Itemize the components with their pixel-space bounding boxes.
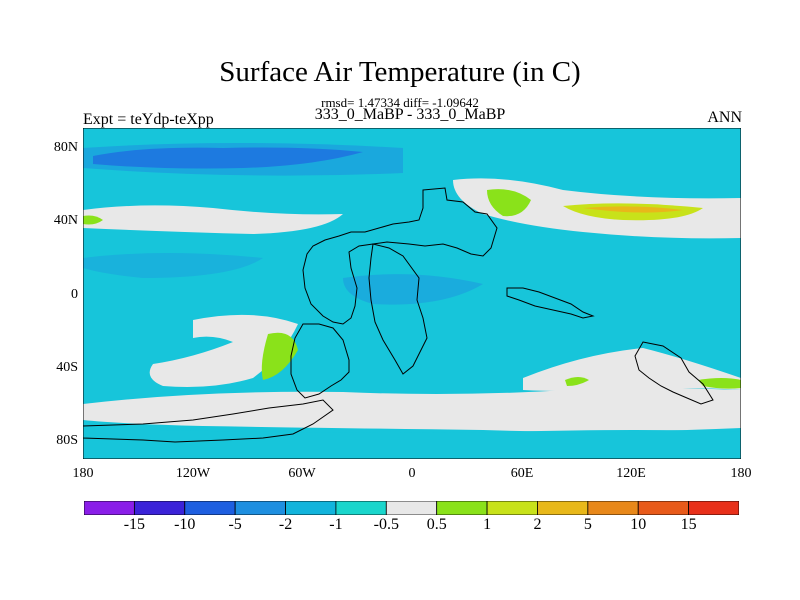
- experiment-label: Expt = teYdp-teXpp: [83, 111, 214, 128]
- arctic-cold-halo: [83, 143, 403, 176]
- colorbar-swatch: [587, 501, 639, 515]
- colorbar-label: -1: [329, 516, 343, 533]
- colorbar-swatch: [486, 501, 538, 515]
- sh-neutral-swirl: [149, 314, 298, 387]
- sh-green-spot: [565, 377, 589, 386]
- colorbar-label: -5: [228, 516, 242, 533]
- nh-neutral-band-west: [83, 205, 343, 234]
- colorbar-label: -10: [174, 516, 196, 533]
- lat-tick-40s: 40S: [56, 360, 78, 375]
- antarctic-band: [83, 428, 741, 459]
- sh-east-green: [698, 378, 741, 389]
- west-edge-green: [83, 215, 103, 225]
- map-svg: [82, 127, 742, 460]
- comparison-label: 333_0_MaBP - 333_0_MaBP: [314, 106, 506, 123]
- lat-tick-80n: 80N: [53, 140, 78, 155]
- lon-tick-120w: 120W: [175, 466, 211, 481]
- lon-tick-180w: 180: [72, 466, 94, 481]
- nh-warm-core: [583, 206, 683, 213]
- colorbar-label: -2: [278, 516, 293, 533]
- colorbar-swatch: [436, 501, 488, 515]
- lon-tick-60w: 60W: [288, 466, 316, 481]
- lon-tick-120e: 120E: [616, 466, 646, 481]
- colorbar-swatch: [84, 501, 135, 515]
- continent-outline-a: [302, 187, 498, 325]
- colorbar-swatch: [537, 501, 589, 515]
- lon-tick-180e: 180: [730, 466, 752, 481]
- plot-title: Surface Air Temperature (in C): [219, 56, 581, 88]
- sh-green-swirl: [261, 332, 298, 380]
- lon-tick-60e: 60E: [510, 466, 534, 481]
- colorbar-label: 0.5: [426, 516, 447, 533]
- colorbar-label: 5: [583, 516, 592, 533]
- colorbar-swatch: [385, 501, 438, 515]
- colorbar-label: 2: [533, 516, 542, 533]
- continent-outline-d: [634, 341, 714, 405]
- tropical-blue-west: [83, 253, 263, 278]
- lat-tick-40n: 40N: [53, 213, 78, 228]
- colorbar-swatch: [133, 501, 186, 515]
- lat-tick-80s: 80S: [56, 433, 78, 448]
- nh-green-patch: [487, 189, 531, 217]
- tropical-blue-center: [343, 274, 483, 305]
- sh-neutral-band: [83, 386, 741, 432]
- lat-tick-0: 0: [71, 287, 78, 302]
- colorbar-label: 10: [630, 516, 647, 533]
- continent-outline-e: [290, 323, 350, 399]
- continent-outline-b: [368, 243, 428, 375]
- colorbar-swatch: [285, 501, 337, 515]
- lon-tick-0: 0: [408, 466, 416, 481]
- colorbar-swatch: [335, 501, 387, 515]
- colorbar-swatch: [234, 501, 286, 515]
- temperature-map: [82, 127, 742, 460]
- colorbar-swatch: [688, 501, 739, 515]
- antarctic-outline: [82, 399, 334, 443]
- colorbar-swatch: [637, 501, 690, 515]
- continent-outline-c: [506, 287, 595, 319]
- colorbar: [84, 501, 739, 515]
- colorbar-swatch: [184, 501, 236, 515]
- colorbar-label: -15: [123, 516, 146, 533]
- season-label: ANN: [707, 109, 742, 126]
- colorbar-label: 15: [680, 516, 697, 533]
- colorbar-label: 1: [483, 516, 492, 533]
- colorbar-label: -0.5: [373, 516, 399, 533]
- plot-subtitle: rmsd= 1.47334 diff= -1.09642: [321, 95, 479, 110]
